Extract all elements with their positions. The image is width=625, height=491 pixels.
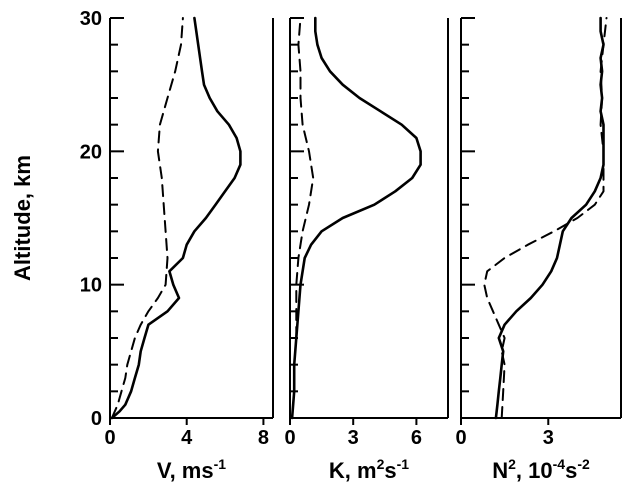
x-axis-label: K, m2s-1 [329,456,409,483]
x-tick-label: 4 [181,427,193,449]
x-tick-label: 6 [411,427,422,449]
panel-V: 0 4 8 0 10 20 30 V, ms-1 [80,8,274,483]
y-tick-label: 0 [91,408,102,430]
x-tick-label: 0 [284,427,295,449]
x-axis-label: N2, 10-4s-2 [492,456,590,483]
series-dashed [483,17,608,419]
y-tick-label: 20 [80,141,102,163]
x-tick-label: 0 [455,427,466,449]
x-tick-label: 3 [348,427,359,449]
series-dashed [110,17,184,419]
panel-K: 0 3 6K, m2s-1 [284,16,449,483]
y-tick-label: 30 [80,8,102,30]
series-dashed [295,17,315,339]
x-tick-label: 0 [104,427,115,449]
series-solid [494,16,605,420]
series-solid [110,16,242,420]
x-tick-label: 8 [258,427,269,449]
x-axis-label: V, ms-1 [157,456,226,483]
y-tick-label: 10 [80,275,102,297]
x-tick-label: 3 [543,427,554,449]
series-solid [290,16,422,420]
y-axis-label: Altitude, km [10,155,35,281]
panel-N2: 0 3 N2, 10-4s-2 [455,16,622,483]
